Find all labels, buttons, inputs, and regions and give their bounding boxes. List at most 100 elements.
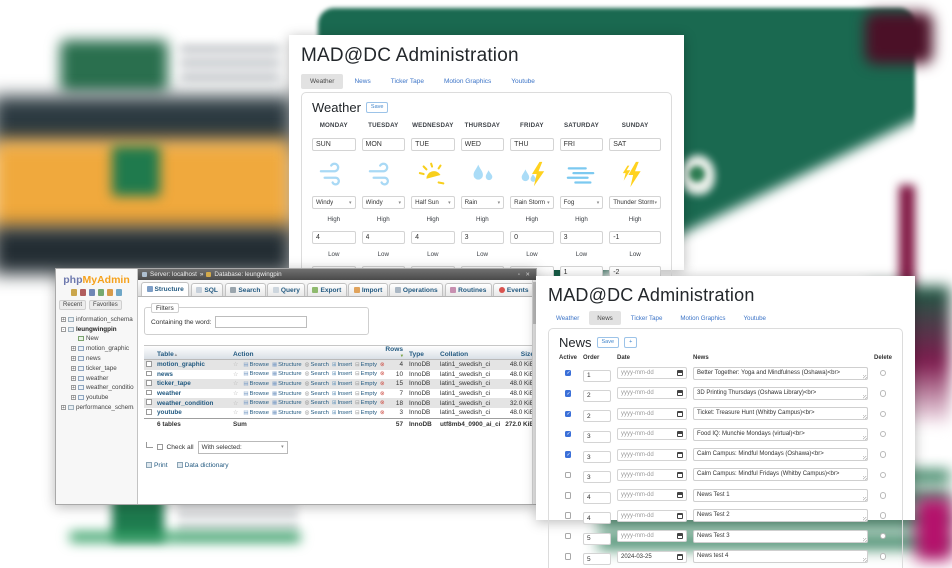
table-name-link[interactable]: news bbox=[157, 370, 173, 378]
search-link[interactable]: Search bbox=[310, 400, 329, 407]
empty-link[interactable]: Empty bbox=[360, 361, 378, 368]
row-checkbox[interactable] bbox=[146, 409, 152, 415]
database-breadcrumb[interactable]: Database: leungwingpin bbox=[214, 271, 282, 278]
logout-icon[interactable] bbox=[79, 289, 87, 296]
table-name-link[interactable]: weather_condition bbox=[157, 399, 214, 407]
condition-select[interactable]: Thunder Storm ▾ bbox=[609, 196, 661, 209]
expand-toggle-icon[interactable] bbox=[71, 365, 76, 371]
phpmyadmin-tab[interactable]: Structure bbox=[141, 282, 190, 296]
size-value[interactable]: 48.0 KiB bbox=[509, 370, 534, 378]
row-checkbox[interactable] bbox=[146, 370, 152, 377]
news-textarea[interactable]: Calm Campus: Mindful Fridays (Whitby Cam… bbox=[693, 468, 868, 482]
news-textarea[interactable]: 3D Printing Thursdays (Oshawa Library)<b… bbox=[693, 386, 868, 400]
delete-radio[interactable] bbox=[879, 430, 887, 438]
data-dictionary-link[interactable]: Data dictionary bbox=[176, 462, 229, 469]
header-rows[interactable]: Rows ▾ bbox=[385, 345, 403, 358]
size-value[interactable]: 48.0 KiB bbox=[509, 380, 534, 388]
row-checkbox[interactable] bbox=[146, 399, 152, 405]
favorites-dropdown[interactable]: Favorites bbox=[89, 299, 122, 310]
date-input[interactable]: yyyy-mm-dd bbox=[617, 509, 687, 522]
active-checkbox[interactable] bbox=[564, 471, 572, 479]
empty-link[interactable]: Empty bbox=[360, 400, 378, 407]
news-textarea[interactable]: Calm Campus: Mindful Mondays (Oshawa)<br… bbox=[693, 448, 868, 462]
tree-item[interactable]: leungwingpin bbox=[59, 324, 134, 334]
order-input[interactable] bbox=[583, 369, 611, 382]
tab[interactable]: Youtube bbox=[511, 78, 535, 85]
expand-toggle-icon[interactable] bbox=[71, 385, 76, 391]
date-input[interactable]: yyyy-mm-dd bbox=[617, 448, 687, 461]
tab[interactable]: Weather bbox=[556, 314, 580, 322]
calendar-icon[interactable] bbox=[677, 451, 683, 458]
calendar-icon[interactable] bbox=[677, 533, 683, 540]
print-link[interactable]: Print bbox=[146, 462, 168, 469]
calendar-icon[interactable] bbox=[677, 512, 683, 519]
collation-value[interactable]: latin1_swedish_ci bbox=[440, 370, 491, 378]
news-textarea[interactable]: News Test 1 bbox=[693, 488, 868, 502]
expand-toggle-icon[interactable] bbox=[71, 346, 76, 352]
phpmyadmin-tab[interactable]: Operations bbox=[389, 283, 444, 296]
browse-link[interactable]: Browse bbox=[249, 400, 269, 407]
high-input[interactable] bbox=[361, 231, 406, 244]
collation-value[interactable]: latin1_swedish_ci bbox=[440, 409, 491, 417]
phpmyadmin-tab[interactable]: SQL bbox=[190, 283, 224, 296]
condition-select[interactable]: Windy ▾ bbox=[361, 196, 406, 209]
high-input[interactable] bbox=[411, 231, 455, 244]
condition-select[interactable]: Rain Storm ▾ bbox=[510, 196, 554, 209]
favorite-star-icon[interactable]: ☆ bbox=[233, 381, 239, 388]
delete-radio[interactable] bbox=[879, 410, 887, 418]
browse-link[interactable]: Browse bbox=[249, 390, 269, 397]
empty-link[interactable]: Empty bbox=[360, 380, 378, 387]
day-abbreviation-input[interactable] bbox=[361, 138, 406, 151]
insert-link[interactable]: Insert bbox=[337, 400, 352, 407]
size-value[interactable]: 48.0 KiB bbox=[509, 361, 534, 369]
order-input[interactable] bbox=[583, 471, 611, 484]
expand-toggle-icon[interactable] bbox=[61, 326, 66, 332]
search-link[interactable]: Search bbox=[310, 361, 329, 368]
size-value[interactable]: 48.0 KiB bbox=[509, 409, 534, 417]
structure-link[interactable]: Structure bbox=[278, 361, 302, 368]
filter-word-input[interactable] bbox=[215, 316, 308, 328]
phpmyadmin-tab[interactable]: Export bbox=[306, 283, 347, 296]
active-checkbox[interactable] bbox=[564, 553, 572, 560]
date-input[interactable]: yyyy-mm-dd bbox=[617, 407, 687, 420]
collation-value[interactable]: latin1_swedish_ci bbox=[440, 390, 491, 398]
high-input[interactable] bbox=[609, 231, 661, 244]
favorite-star-icon[interactable]: ☆ bbox=[233, 410, 239, 417]
news-textarea[interactable]: News Test 2 bbox=[693, 509, 868, 523]
phpmyadmin-tab[interactable]: Routines bbox=[444, 283, 492, 296]
tab[interactable]: Ticker Tape bbox=[630, 314, 663, 322]
browse-link[interactable]: Browse bbox=[249, 371, 269, 378]
home-icon[interactable] bbox=[70, 289, 78, 296]
empty-link[interactable]: Empty bbox=[360, 371, 378, 378]
row-checkbox[interactable] bbox=[146, 380, 152, 386]
table-name-link[interactable]: youtube bbox=[157, 409, 182, 417]
browse-link[interactable]: Browse bbox=[249, 361, 269, 368]
favorite-star-icon[interactable]: ☆ bbox=[233, 371, 239, 378]
tree-item[interactable]: news bbox=[59, 354, 134, 364]
header-type[interactable]: Type bbox=[409, 351, 424, 358]
tree-item[interactable]: weather_condition bbox=[59, 383, 134, 393]
expand-toggle-icon[interactable] bbox=[71, 375, 76, 381]
calendar-icon[interactable] bbox=[677, 431, 683, 438]
size-value[interactable]: 48.0 KiB bbox=[509, 390, 534, 398]
size-value[interactable]: 32.0 KiB bbox=[509, 399, 534, 407]
tab[interactable]: Ticker Tape bbox=[390, 78, 424, 85]
expand-toggle-icon[interactable] bbox=[61, 405, 66, 411]
delete-radio[interactable] bbox=[879, 553, 887, 560]
news-textarea[interactable]: Better Together: Yoga and Mindfulness (O… bbox=[693, 366, 868, 380]
condition-select[interactable]: Windy ▾ bbox=[312, 196, 356, 209]
order-input[interactable] bbox=[583, 532, 611, 545]
active-checkbox[interactable] bbox=[564, 430, 572, 438]
table-name-link[interactable]: motion_graphic bbox=[157, 361, 205, 369]
collation-value[interactable]: latin1_swedish_ci bbox=[440, 380, 491, 388]
table-name-link[interactable]: weather bbox=[157, 390, 182, 398]
order-input[interactable] bbox=[583, 410, 611, 423]
row-checkbox[interactable] bbox=[146, 389, 152, 396]
active-checkbox[interactable] bbox=[564, 410, 572, 418]
save-button[interactable]: Save bbox=[596, 336, 620, 349]
row-checkbox[interactable] bbox=[146, 361, 152, 367]
tab[interactable]: Motion Graphics bbox=[680, 314, 726, 322]
delete-radio[interactable] bbox=[879, 451, 887, 458]
delete-radio[interactable] bbox=[879, 390, 887, 397]
settings-icon[interactable] bbox=[106, 289, 114, 296]
